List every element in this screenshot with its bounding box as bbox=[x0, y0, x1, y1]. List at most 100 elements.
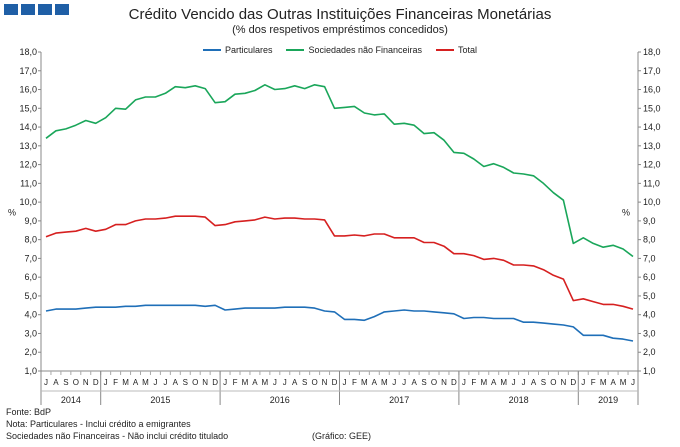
x-month-label: J bbox=[522, 378, 526, 387]
y-tick-label-left: 11,0 bbox=[20, 178, 37, 188]
y-tick-label-right: 10,0 bbox=[643, 197, 661, 207]
x-month-label: A bbox=[531, 378, 537, 387]
chart-title: Crédito Vencido das Outras Instituições … bbox=[128, 6, 552, 23]
x-year-label: 2015 bbox=[150, 395, 170, 405]
x-month-label: M bbox=[600, 378, 607, 387]
legend-label: Total bbox=[458, 45, 478, 55]
x-month-label: D bbox=[332, 378, 338, 387]
x-month-label: D bbox=[570, 378, 576, 387]
legend-item-2: Total bbox=[436, 45, 477, 55]
x-year-label: 2016 bbox=[270, 395, 290, 405]
footer-source: Fonte: BdP bbox=[6, 407, 52, 417]
logo-block-1 bbox=[4, 4, 18, 15]
x-month-label: J bbox=[512, 378, 516, 387]
x-month-label: F bbox=[591, 378, 596, 387]
x-month-label: F bbox=[233, 378, 238, 387]
series-line-0 bbox=[45, 304, 634, 342]
y-tick-label-left: 16,0 bbox=[19, 85, 37, 95]
x-month-label: J bbox=[392, 378, 396, 387]
x-month-label: F bbox=[352, 378, 357, 387]
x-month-label: O bbox=[192, 378, 198, 387]
y-tick-label-left: 8,0 bbox=[24, 235, 37, 245]
y-tick-label-right: 17,0 bbox=[643, 66, 661, 76]
x-month-label: S bbox=[63, 378, 68, 387]
y-tick-label-left: 15,0 bbox=[19, 103, 37, 113]
series-line-2 bbox=[45, 215, 634, 310]
y-tick-label-left: 7,0 bbox=[24, 253, 37, 263]
x-month-label: J bbox=[402, 378, 406, 387]
y-tick-label-left: 17,0 bbox=[19, 66, 37, 76]
y-tick-label-left: 13,0 bbox=[19, 141, 37, 151]
x-month-label: M bbox=[361, 378, 368, 387]
y-tick-label-right: 3,0 bbox=[643, 328, 656, 338]
y-tick-label-left: 14,0 bbox=[19, 122, 37, 132]
chart-credit: (Gráfico: GEE) bbox=[312, 431, 372, 441]
x-year-label: 2019 bbox=[598, 395, 618, 405]
y-tick-label-right: 4,0 bbox=[643, 310, 656, 320]
x-month-label: N bbox=[322, 378, 328, 387]
legend-label: Sociedades não Financeiras bbox=[308, 45, 423, 55]
x-year-label: 2014 bbox=[61, 395, 81, 405]
y-tick-label-left: 12,0 bbox=[19, 160, 37, 170]
x-month-label: S bbox=[302, 378, 307, 387]
x-month-label: F bbox=[113, 378, 118, 387]
logo-block-2 bbox=[21, 4, 35, 15]
y-tick-label-right: 14,0 bbox=[643, 122, 661, 132]
y-tick-label-left: 2,0 bbox=[24, 347, 37, 357]
x-month-label: M bbox=[262, 378, 269, 387]
x-year-label: 2017 bbox=[389, 395, 409, 405]
legend-label: Particulares bbox=[224, 45, 273, 55]
x-month-label: S bbox=[183, 378, 188, 387]
x-month-label: D bbox=[93, 378, 99, 387]
y-tick-label-right: 8,0 bbox=[643, 235, 656, 245]
y-tick-label-right: 5,0 bbox=[643, 291, 656, 301]
y-tick-label-left: 1,0 bbox=[24, 366, 37, 376]
x-month-label: J bbox=[223, 378, 227, 387]
x-month-label: M bbox=[122, 378, 129, 387]
legend-item-1: Sociedades não Financeiras bbox=[286, 45, 422, 55]
logo-block-3 bbox=[38, 4, 52, 15]
legend-item-0: Particulares bbox=[202, 45, 273, 55]
x-month-label: S bbox=[541, 378, 546, 387]
gee-logo bbox=[4, 4, 69, 15]
y-tick-label-right: 18,0 bbox=[643, 47, 661, 57]
x-month-label: A bbox=[372, 378, 378, 387]
x-month-label: O bbox=[73, 378, 79, 387]
x-month-label: M bbox=[620, 378, 627, 387]
y-tick-label-right: 1,0 bbox=[643, 366, 656, 376]
x-month-label: J bbox=[283, 378, 287, 387]
x-month-label: M bbox=[480, 378, 487, 387]
legend-swatch bbox=[436, 49, 455, 51]
x-month-label: A bbox=[292, 378, 298, 387]
chart-subtitle: (% dos respetivos empréstimos concedidos… bbox=[232, 24, 448, 36]
x-month-label: M bbox=[142, 378, 149, 387]
x-month-label: F bbox=[471, 378, 476, 387]
x-year-label: 2018 bbox=[509, 395, 529, 405]
x-month-label: M bbox=[500, 378, 507, 387]
y-tick-label-right: 11,0 bbox=[643, 178, 660, 188]
y-tick-label-right: 2,0 bbox=[643, 347, 656, 357]
x-month-label: J bbox=[273, 378, 277, 387]
x-month-label: N bbox=[202, 378, 208, 387]
y-tick-label-left: 3,0 bbox=[24, 328, 37, 338]
footer-note-sociedades: Sociedades não Financeiras - Não inclui … bbox=[6, 431, 229, 441]
x-month-label: M bbox=[242, 378, 249, 387]
y-tick-label-right: 15,0 bbox=[643, 103, 661, 113]
x-month-label: J bbox=[104, 378, 108, 387]
y-tick-label-right: 12,0 bbox=[643, 160, 661, 170]
y-tick-label-left: 9,0 bbox=[24, 216, 37, 226]
x-month-label: A bbox=[133, 378, 139, 387]
y-tick-label-right: 9,0 bbox=[643, 216, 656, 226]
x-month-label: J bbox=[631, 378, 635, 387]
x-month-label: D bbox=[451, 378, 457, 387]
y-tick-label-right: 7,0 bbox=[643, 253, 656, 263]
x-month-label: J bbox=[462, 378, 466, 387]
x-month-label: A bbox=[252, 378, 258, 387]
y-axis-label-right: % bbox=[622, 207, 630, 217]
x-month-label: J bbox=[163, 378, 167, 387]
chart-legend: Particulares Sociedades não Financeiras To… bbox=[0, 45, 680, 55]
x-month-label: J bbox=[342, 378, 346, 387]
x-month-label: S bbox=[421, 378, 426, 387]
x-month-label: A bbox=[53, 378, 59, 387]
x-month-label: O bbox=[431, 378, 437, 387]
